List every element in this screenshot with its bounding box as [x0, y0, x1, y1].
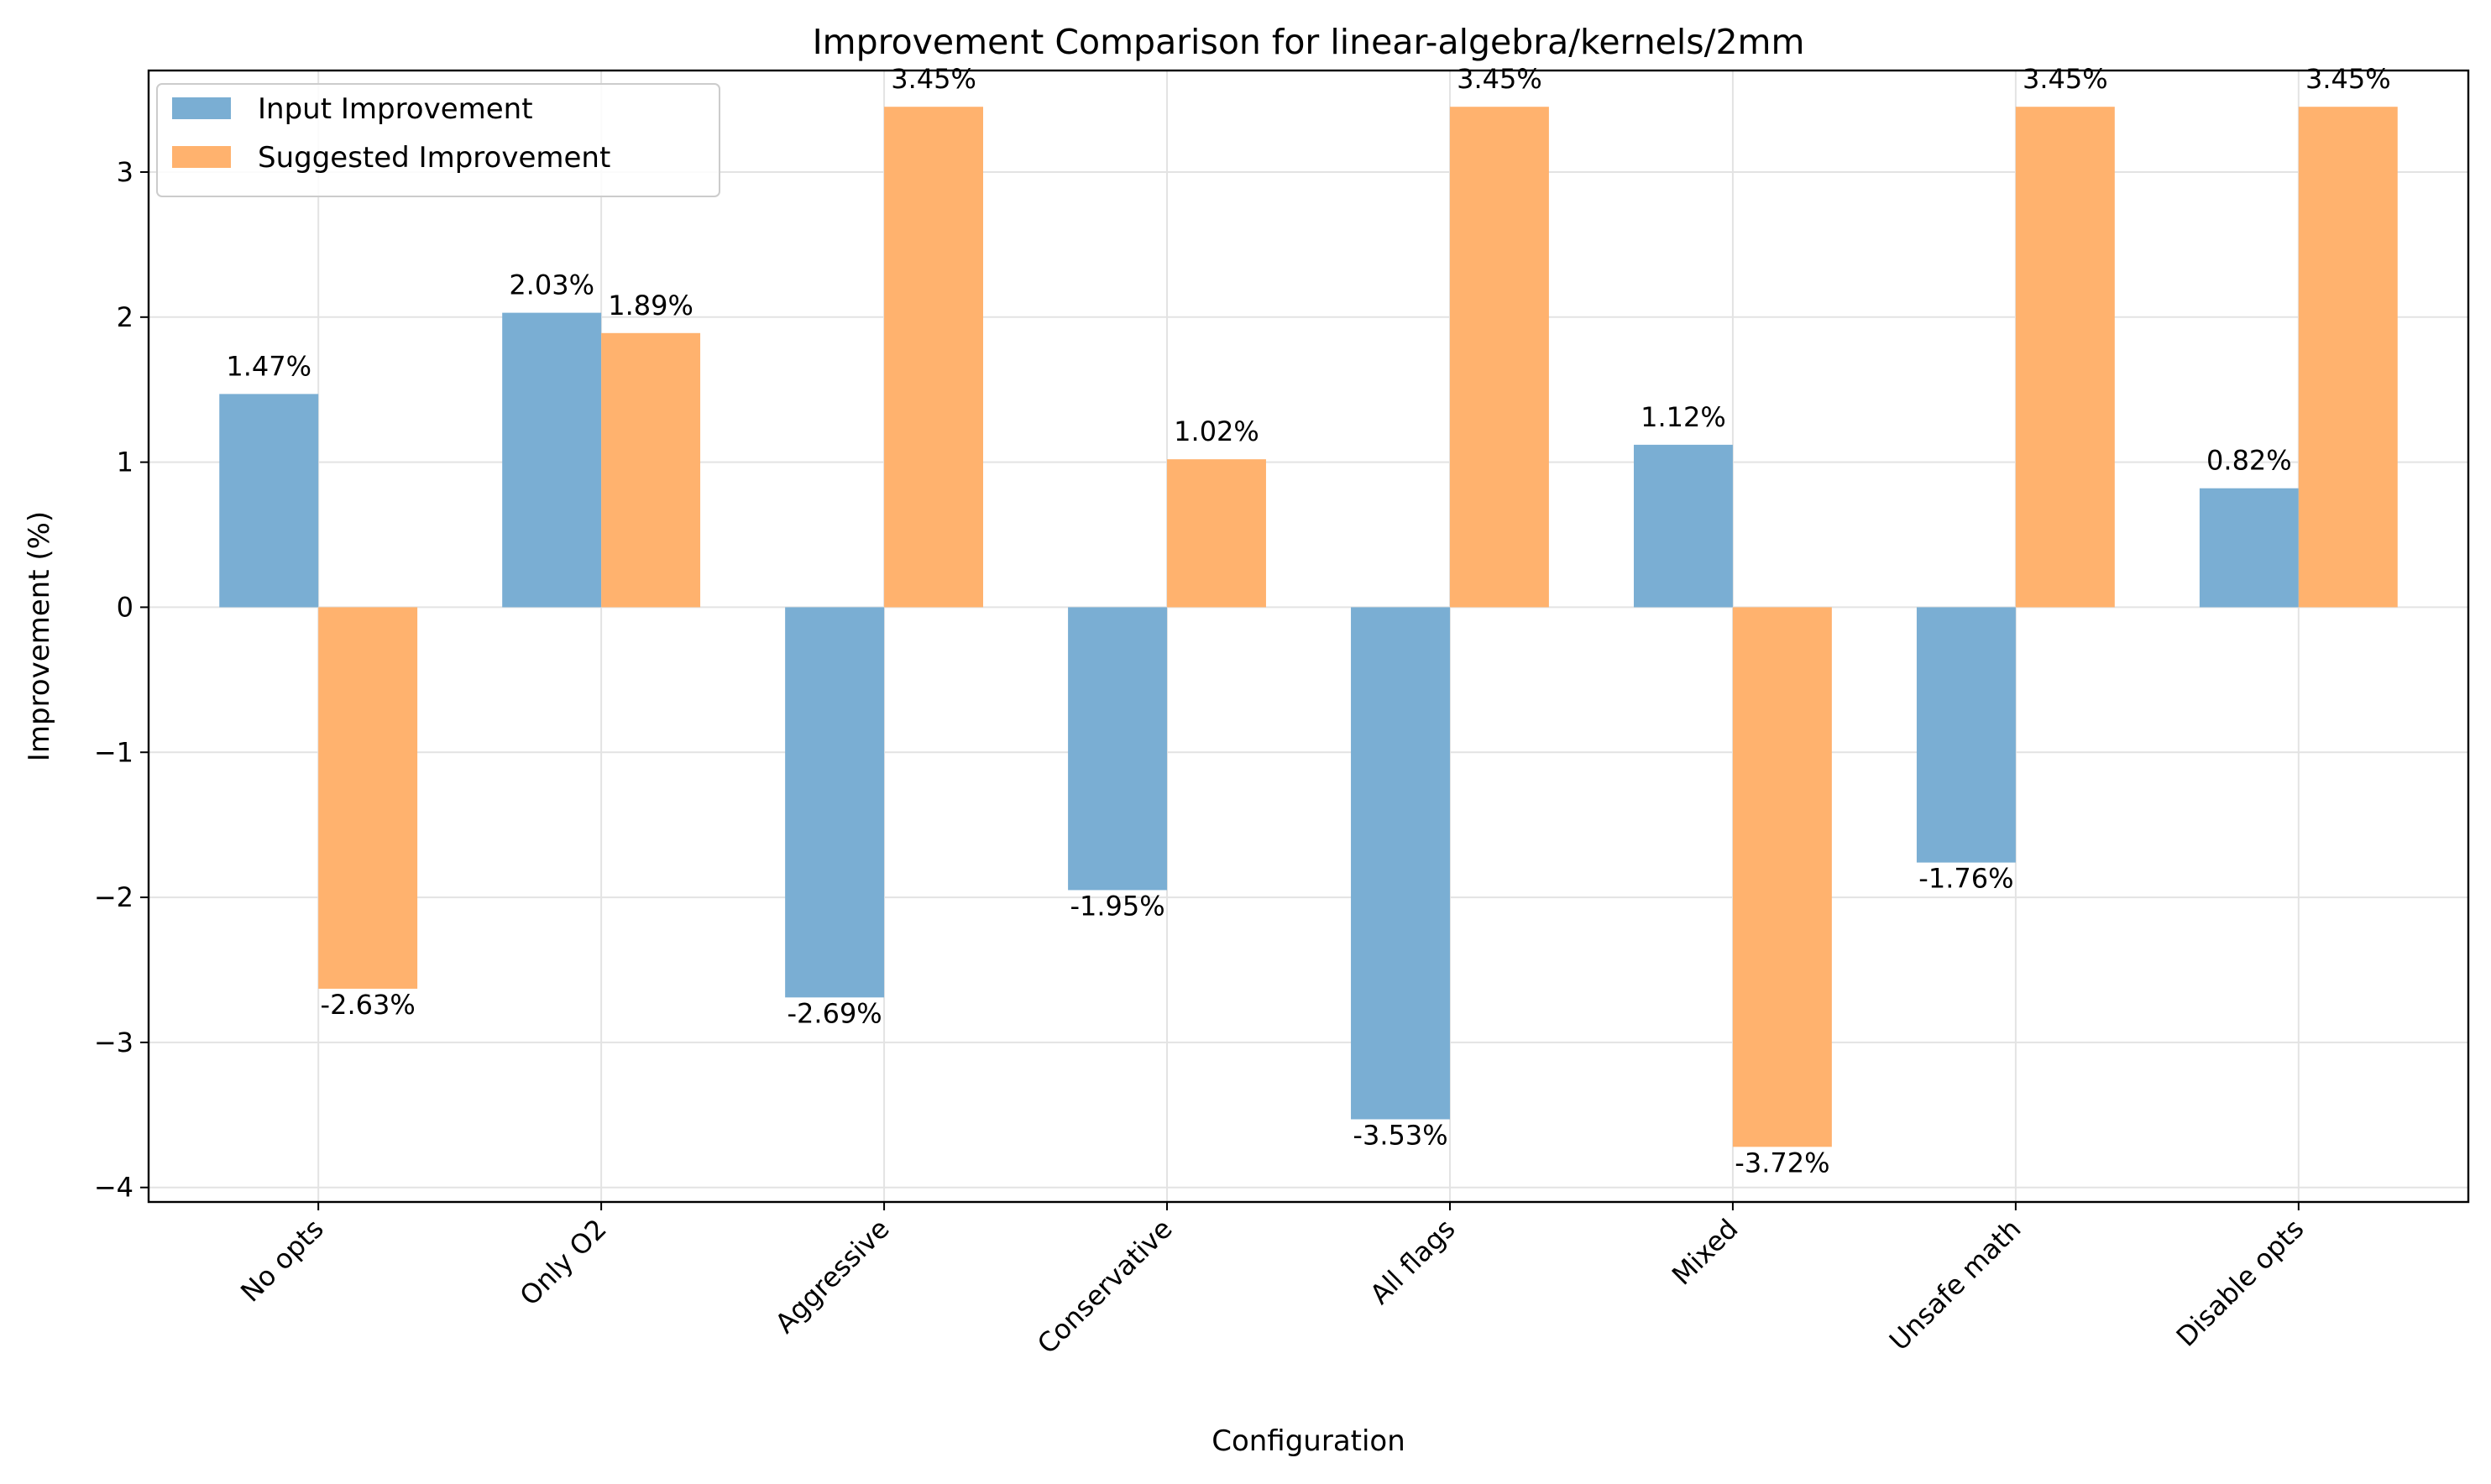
data-label-input: 1.12% [1641, 401, 1726, 433]
legend-swatch-input [172, 97, 231, 119]
y-tick-label: −4 [94, 1172, 133, 1204]
data-label-suggested: 3.45% [2305, 63, 2391, 95]
bar-suggested-improvement [1449, 107, 1549, 608]
bar-suggested-improvement [884, 107, 984, 608]
bar-input-improvement [1916, 607, 2016, 863]
bars [219, 107, 2398, 1147]
data-label-input: -3.53% [1353, 1119, 1447, 1151]
x-axis-title: Configuration [1211, 1424, 1405, 1458]
bar-suggested-improvement [2015, 107, 2115, 608]
y-axis-title: Improvement (%) [23, 511, 56, 761]
y-tick-label: 2 [117, 301, 133, 333]
bar-suggested-improvement [2298, 107, 2398, 608]
data-label-suggested: 3.45% [891, 63, 976, 95]
y-tick-label: −1 [94, 736, 133, 768]
data-label-suggested: 1.89% [608, 290, 693, 321]
bar-suggested-improvement [1732, 607, 1832, 1147]
y-tick-label: 0 [117, 591, 133, 623]
data-label-input: 0.82% [2206, 445, 2292, 477]
data-label-input: 1.47% [226, 350, 311, 382]
legend-box [156, 83, 720, 197]
data-label-input: 2.03% [509, 269, 594, 301]
legend-label-suggested: Suggested Improvement [258, 141, 610, 175]
chart-title: Improvement Comparison for linear-algebr… [813, 22, 1805, 62]
y-tick-label: 3 [117, 156, 133, 188]
legend: Input Improvement Suggested Improvement [156, 83, 720, 197]
data-labels: 1.47% 2.03% -2.69% -1.95% -3.53% 1.12% -1.76% 0… [226, 63, 2390, 1178]
data-label-suggested: -2.63% [321, 989, 416, 1021]
legend-label-input: Input Improvement [258, 92, 533, 126]
bar-input-improvement [2199, 488, 2299, 608]
data-label-input: -2.69% [788, 997, 882, 1029]
legend-swatch-suggested [172, 146, 231, 168]
data-label-input: -1.76% [1918, 863, 2013, 895]
y-tick-label: 1 [117, 447, 133, 478]
bar-input-improvement [1068, 607, 1168, 891]
bar-input-improvement [785, 607, 885, 998]
data-label-suggested: 3.45% [2023, 63, 2108, 95]
data-label-suggested: 1.02% [1174, 415, 1259, 447]
bar-input-improvement [1633, 444, 1733, 608]
bar-input-improvement [219, 394, 319, 608]
bar-suggested-improvement [1167, 459, 1266, 608]
plot-frame [147, 69, 2470, 1204]
data-label-input: -1.95% [1070, 890, 1164, 922]
y-tick-label: −3 [94, 1027, 133, 1058]
bar-suggested-improvement [601, 332, 701, 608]
y-tick-label: −2 [94, 881, 133, 913]
bar-input-improvement [1351, 607, 1450, 1120]
data-label-suggested: 3.45% [1457, 63, 1542, 95]
bar-suggested-improvement [318, 607, 418, 989]
data-label-suggested: -3.72% [1735, 1147, 1829, 1178]
bar-input-improvement [502, 312, 602, 608]
